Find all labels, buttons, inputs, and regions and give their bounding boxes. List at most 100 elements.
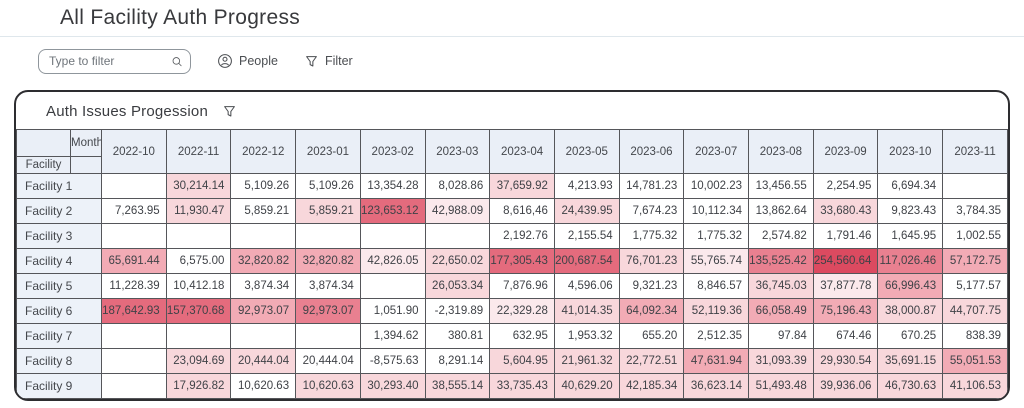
heat-value-cell: 42,826.05 bbox=[359, 248, 426, 274]
card-title: Auth Issues Progession bbox=[46, 103, 208, 120]
facility-label-cell: Facility 6 bbox=[16, 298, 102, 324]
heat-value-cell: 8,291.14 bbox=[424, 348, 491, 374]
heat-value-cell: 1,394.62 bbox=[359, 323, 426, 349]
heat-value-cell: 17,926.82 bbox=[165, 373, 232, 399]
heat-value-cell: 11,930.47 bbox=[165, 198, 232, 224]
facility-row: Facility 9 17,926.82 10,620.63 10,620.63 30,… bbox=[16, 373, 1008, 399]
people-button[interactable]: People bbox=[217, 53, 278, 69]
heat-value-cell: 66,058.49 bbox=[748, 298, 814, 324]
heat-value-cell: 22,650.02 bbox=[424, 248, 491, 274]
heat-value-cell: 76,701.23 bbox=[618, 248, 685, 274]
heat-value-cell: 632.95 bbox=[489, 323, 555, 349]
heat-value-cell: 5,177.57 bbox=[942, 273, 1008, 299]
heat-value-cell: 6,575.00 bbox=[165, 248, 232, 274]
heat-value-cell: 2,512.35 bbox=[683, 323, 750, 349]
facility-row: Facility 2 7,263.95 11,930.47 5,859.21 5,859… bbox=[16, 198, 1008, 224]
heat-value-cell bbox=[101, 223, 167, 249]
month-header: 2023-03 bbox=[424, 129, 491, 174]
heat-value-cell: 65,691.44 bbox=[101, 248, 167, 274]
heat-value-cell: 20,444.04 bbox=[230, 348, 297, 374]
card-funnel-icon[interactable] bbox=[222, 104, 237, 119]
heat-value-cell: 31,093.39 bbox=[748, 348, 814, 374]
heat-value-cell: 38,555.14 bbox=[424, 373, 491, 399]
heat-value-cell: 75,196.43 bbox=[812, 298, 879, 324]
heat-value-cell: 655.20 bbox=[618, 323, 685, 349]
heat-value-cell: 9,823.43 bbox=[877, 198, 944, 224]
heat-value-cell: 5,859.21 bbox=[230, 198, 297, 224]
heat-value-cell: 7,876.96 bbox=[489, 273, 555, 299]
filter-label: Filter bbox=[324, 54, 353, 68]
heat-value-cell: 8,616,46 bbox=[489, 198, 555, 224]
heat-value-cell: 42,988.09 bbox=[424, 198, 491, 224]
heat-value-cell: 187,642.93 bbox=[101, 298, 167, 324]
heat-value-cell: 5,604.95 bbox=[489, 348, 555, 374]
heat-value-cell: 92,973.07 bbox=[230, 298, 297, 324]
heat-value-cell: 3,784.35 bbox=[942, 198, 1008, 224]
heat-value-cell: 1,953.32 bbox=[553, 323, 620, 349]
heat-value-cell: -2,319.89 bbox=[424, 298, 491, 324]
heat-value-cell: 52,119.36 bbox=[683, 298, 750, 324]
heat-value-cell: 4,213.93 bbox=[553, 173, 620, 199]
heat-value-cell: 22,329.28 bbox=[489, 298, 555, 324]
facility-label-cell: Facility 2 bbox=[16, 198, 102, 224]
month-header: 2022-11 bbox=[165, 129, 232, 174]
month-header: 2022-10 bbox=[101, 129, 167, 174]
month-header: 2022-12 bbox=[230, 129, 297, 174]
facility-row: Facility 6 187,642.93 157,370.68 92,973.07 9… bbox=[16, 298, 1008, 324]
heat-value-cell: 47,631.94 bbox=[683, 348, 750, 374]
heat-value-cell bbox=[101, 323, 167, 349]
heat-value-cell bbox=[942, 173, 1008, 199]
heat-value-cell: 1,791.46 bbox=[812, 223, 879, 249]
heat-value-cell: 64,092.34 bbox=[618, 298, 685, 324]
heat-value-cell: 22,772.51 bbox=[618, 348, 685, 374]
table-head-row-1: Month 2022-10 2022-11 2022-12 2023-01 2023-0… bbox=[16, 129, 1008, 174]
filter-search-box[interactable] bbox=[38, 48, 191, 74]
month-header: 2023-07 bbox=[683, 129, 750, 174]
heat-value-cell: 97.84 bbox=[748, 323, 814, 349]
header-divider bbox=[0, 36, 1024, 37]
heat-value-cell: 177,305.43 bbox=[489, 248, 555, 274]
facility-row: Facility 5 11,228.39 10,412.18 3,874.34 3,87… bbox=[16, 273, 1008, 299]
heat-value-cell bbox=[101, 373, 167, 399]
month-header: 2023-06 bbox=[618, 129, 685, 174]
heat-value-cell: 4,596.06 bbox=[553, 273, 620, 299]
card-header: Auth Issues Progession bbox=[16, 92, 1008, 129]
toolbar: People Filter bbox=[38, 47, 1024, 75]
heat-value-cell: 1,645.95 bbox=[877, 223, 944, 249]
search-input[interactable] bbox=[49, 54, 172, 68]
heat-value-cell: 3,874.34 bbox=[230, 273, 297, 299]
heat-value-cell: 44,707.75 bbox=[942, 298, 1008, 324]
facility-label-cell: Facility 4 bbox=[16, 248, 102, 274]
heat-value-cell: 3,874.34 bbox=[295, 273, 361, 299]
heat-value-cell: 254,560.64 bbox=[812, 248, 879, 274]
heat-value-cell bbox=[230, 223, 297, 249]
heat-value-cell: 1,051.90 bbox=[359, 298, 426, 324]
facility-row: Facility 3 2,192.76 2,155.54 1,775.32 1,775.… bbox=[16, 223, 1008, 249]
heat-value-cell bbox=[359, 223, 426, 249]
heat-value-cell: 2,574.82 bbox=[748, 223, 814, 249]
heat-value-cell bbox=[295, 223, 361, 249]
facility-label-cell: Facility 1 bbox=[16, 173, 102, 199]
facility-label-cell: Facility 9 bbox=[16, 373, 102, 399]
filter-button[interactable]: Filter bbox=[304, 54, 353, 69]
heat-value-cell: 21,961.32 bbox=[553, 348, 620, 374]
heat-value-cell: 36,623.14 bbox=[683, 373, 750, 399]
month-header: 2023-02 bbox=[359, 129, 426, 174]
month-header: 2023-11 bbox=[942, 129, 1008, 174]
heat-value-cell bbox=[230, 323, 297, 349]
heat-value-cell: 24,439.95 bbox=[553, 198, 620, 224]
heat-value-cell: 51,493.48 bbox=[748, 373, 814, 399]
heat-value-cell bbox=[295, 323, 361, 349]
heat-value-cell: 117,026.46 bbox=[877, 248, 944, 274]
heat-value-cell: 8,028.86 bbox=[424, 173, 491, 199]
facility-label-cell: Facility 5 bbox=[16, 273, 102, 299]
heat-value-cell: 6,694.34 bbox=[877, 173, 944, 199]
heat-value-cell: 157,370.68 bbox=[165, 298, 232, 324]
heat-value-cell: 30,293.40 bbox=[359, 373, 426, 399]
heat-value-cell: 40,629.20 bbox=[553, 373, 620, 399]
auth-progress-table: Month 2022-10 2022-11 2022-12 2023-01 2023-0… bbox=[16, 129, 1008, 399]
heat-value-cell: 41,106.53 bbox=[942, 373, 1008, 399]
heat-value-cell: 670.25 bbox=[877, 323, 944, 349]
heat-value-cell: 5,859.21 bbox=[295, 198, 361, 224]
heat-value-cell: 1,775.32 bbox=[683, 223, 750, 249]
